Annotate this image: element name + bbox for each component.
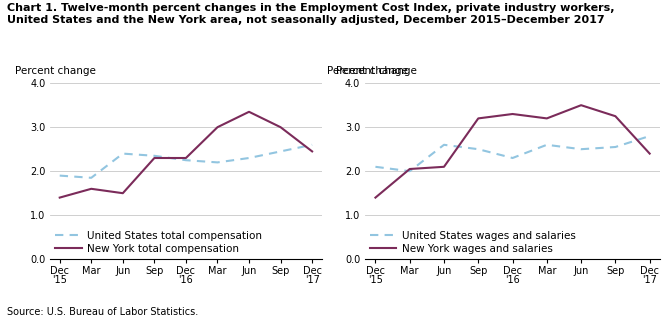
Text: Percent change: Percent change (336, 66, 417, 76)
Text: Percent change: Percent change (15, 66, 96, 76)
Text: Chart 1. Twelve-month percent changes in the Employment Cost Index, private indu: Chart 1. Twelve-month percent changes in… (7, 3, 614, 25)
Legend: United States wages and salaries, New York wages and salaries: United States wages and salaries, New Yo… (371, 231, 576, 254)
Text: Source: U.S. Bureau of Labor Statistics.: Source: U.S. Bureau of Labor Statistics. (7, 307, 198, 317)
Text: Percent change: Percent change (327, 66, 408, 76)
Legend: United States total compensation, New York total compensation: United States total compensation, New Yo… (56, 231, 262, 254)
